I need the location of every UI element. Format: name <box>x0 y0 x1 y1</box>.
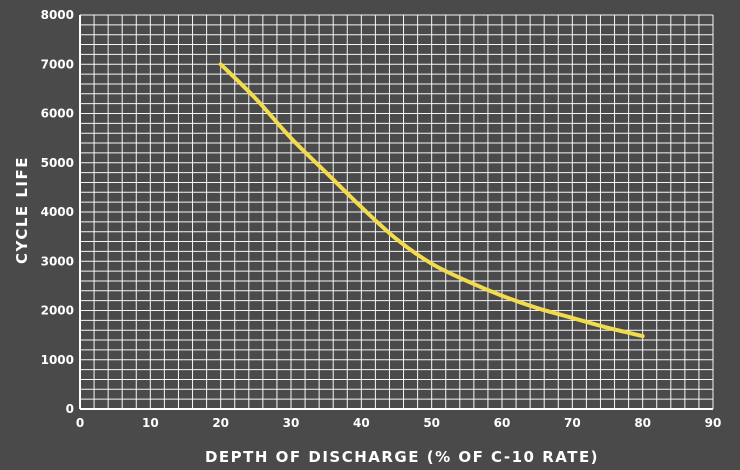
y-tick-label: 5000 <box>41 156 74 170</box>
y-axis-title: CYCLE LIFE <box>13 156 31 264</box>
x-tick-label: 60 <box>494 416 511 430</box>
x-tick-label: 90 <box>705 416 722 430</box>
axes-layer <box>79 15 713 410</box>
x-tick-label: 50 <box>423 416 440 430</box>
y-tick-label: 8000 <box>41 8 74 22</box>
y-tick-label: 6000 <box>41 107 74 121</box>
y-tick-label: 7000 <box>41 57 74 71</box>
x-tick-label: 20 <box>212 416 229 430</box>
x-tick-label: 80 <box>634 416 651 430</box>
x-axis-title: DEPTH OF DISCHARGE (% OF C-10 RATE) <box>205 448 599 466</box>
grid-layer <box>79 14 714 410</box>
x-tick-label: 0 <box>76 416 84 430</box>
y-tick-label: 2000 <box>41 304 74 318</box>
y-tick-label: 4000 <box>41 205 74 219</box>
y-tick-label: 1000 <box>41 353 74 367</box>
x-tick-label: 30 <box>283 416 300 430</box>
x-tick-label: 10 <box>142 416 159 430</box>
cycle-life-line <box>218 62 645 339</box>
y-tick-label: 3000 <box>41 254 74 268</box>
y-tick-label: 0 <box>66 402 74 416</box>
series-layer <box>218 62 645 339</box>
x-tick-label: 40 <box>353 416 370 430</box>
tick-layer: 0 10 20 30 40 50 60 70 80 90 0 1000 2000 3000 4000 5000… <box>41 8 722 430</box>
x-tick-label: 70 <box>564 416 581 430</box>
